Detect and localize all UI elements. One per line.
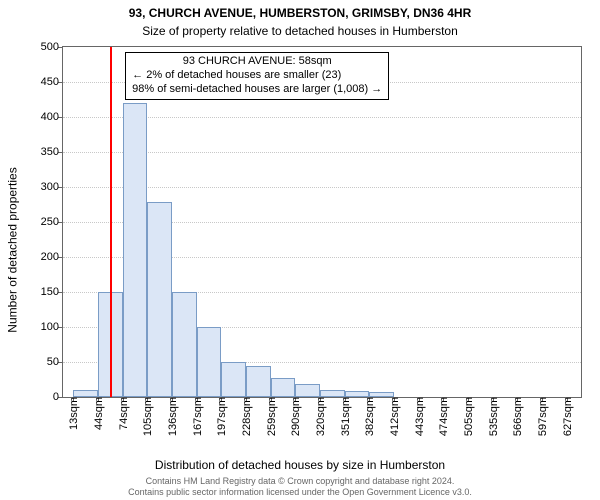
histogram-bar <box>147 202 172 397</box>
info-box-line-3: 98% of semi-detached houses are larger (… <box>132 83 382 97</box>
x-tick-label: 13sqm <box>66 397 80 430</box>
info-box-line-1: 93 CHURCH AVENUE: 58sqm <box>132 55 382 69</box>
y-tick-label: 50 <box>47 356 63 368</box>
y-tick-label: 100 <box>41 321 63 333</box>
histogram-bar <box>172 292 197 397</box>
histogram-bar <box>246 366 271 398</box>
figure: 93, CHURCH AVENUE, HUMBERSTON, GRIMSBY, … <box>0 0 600 500</box>
y-tick-label: 250 <box>41 216 63 228</box>
y-tick-label: 0 <box>53 391 63 403</box>
footer: Contains HM Land Registry data © Crown c… <box>0 476 600 498</box>
y-axis-label: Number of detached properties <box>4 0 22 500</box>
x-tick-label: 382sqm <box>362 397 376 436</box>
x-tick-label: 412sqm <box>387 397 401 436</box>
x-tick-label: 290sqm <box>288 397 302 436</box>
y-axis-label-text: Number of detached properties <box>6 167 20 332</box>
x-tick-label: 136sqm <box>165 397 179 436</box>
highlight-marker-line <box>110 47 112 397</box>
x-tick-label: 566sqm <box>510 397 524 436</box>
x-tick-label: 197sqm <box>214 397 228 436</box>
title-line-2: Size of property relative to detached ho… <box>0 24 600 38</box>
x-tick-label: 74sqm <box>116 397 130 430</box>
y-tick-label: 300 <box>41 181 63 193</box>
footer-line-1: Contains HM Land Registry data © Crown c… <box>0 476 600 487</box>
y-tick-label: 200 <box>41 251 63 263</box>
y-tick-label: 350 <box>41 146 63 158</box>
x-tick-label: 535sqm <box>486 397 500 436</box>
plot-area: 05010015020025030035040045050013sqm44sqm… <box>62 46 582 398</box>
histogram-bar <box>221 362 246 397</box>
x-tick-label: 44sqm <box>91 397 105 430</box>
x-tick-label: 443sqm <box>412 397 426 436</box>
x-tick-label: 320sqm <box>313 397 327 436</box>
x-tick-label: 474sqm <box>436 397 450 436</box>
histogram-bar <box>295 384 320 397</box>
histogram-bar <box>271 378 296 397</box>
histogram-bar <box>320 390 345 397</box>
info-box: 93 CHURCH AVENUE: 58sqm← 2% of detached … <box>125 52 389 99</box>
x-tick-label: 597sqm <box>535 397 549 436</box>
x-tick-label: 228sqm <box>239 397 253 436</box>
y-tick-label: 400 <box>41 111 63 123</box>
x-tick-label: 167sqm <box>190 397 204 436</box>
histogram-bar <box>73 390 98 397</box>
x-tick-label: 259sqm <box>264 397 278 436</box>
x-axis-label: Distribution of detached houses by size … <box>0 458 600 472</box>
x-tick-label: 505sqm <box>461 397 475 436</box>
title-line-1: 93, CHURCH AVENUE, HUMBERSTON, GRIMSBY, … <box>0 6 600 20</box>
info-box-line-2: ← 2% of detached houses are smaller (23) <box>132 69 382 83</box>
x-tick-label: 351sqm <box>338 397 352 436</box>
x-tick-label: 627sqm <box>560 397 574 436</box>
y-tick-label: 500 <box>41 41 63 53</box>
footer-line-2: Contains public sector information licen… <box>0 487 600 498</box>
y-tick-label: 150 <box>41 286 63 298</box>
x-tick-label: 105sqm <box>140 397 154 436</box>
histogram-bar <box>197 327 222 397</box>
y-tick-label: 450 <box>41 76 63 88</box>
histogram-bar <box>123 103 148 397</box>
